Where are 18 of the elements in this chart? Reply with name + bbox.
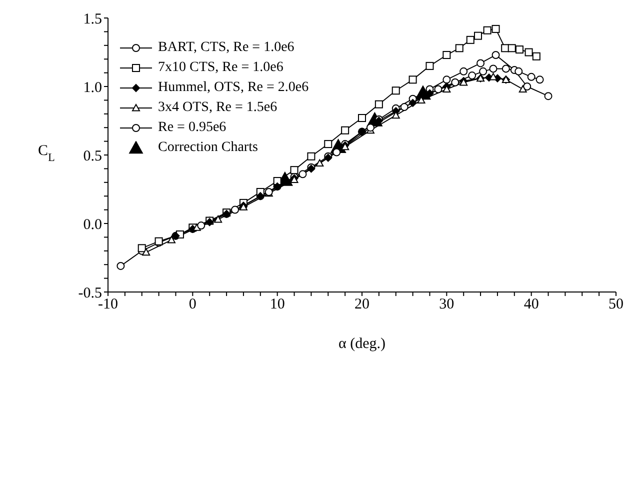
legend-label: Hummel, OTS, Re = 2.0e6 xyxy=(158,80,309,96)
legend-label: 3x4 OTS, Re = 1.5e6 xyxy=(158,100,278,116)
x-tick-label: 30 xyxy=(439,296,454,313)
legend-label: Re = 0.95e6 xyxy=(158,120,226,136)
legend-label: BART, CTS, Re = 1.0e6 xyxy=(158,40,294,56)
y-tick-label: 0.5 xyxy=(83,148,102,164)
legend-label: Correction Charts xyxy=(158,140,258,156)
legend-label: 7x10 CTS, Re = 1.0e6 xyxy=(158,60,284,76)
x-tick-label: 50 xyxy=(608,296,624,313)
x-tick-label: 40 xyxy=(524,296,539,313)
y-tick-label: 1.0 xyxy=(83,80,102,96)
y-tick-label: 1.5 xyxy=(83,11,102,28)
x-tick-label: 0 xyxy=(188,296,196,313)
y-tick-label: 0.0 xyxy=(83,216,102,233)
x-axis-title: α (deg.) xyxy=(338,336,386,352)
y-axis-title: C$_{L}$ xyxy=(38,143,56,164)
x-tick-label: 20 xyxy=(354,296,370,313)
x-tick-label: 10 xyxy=(270,296,285,313)
